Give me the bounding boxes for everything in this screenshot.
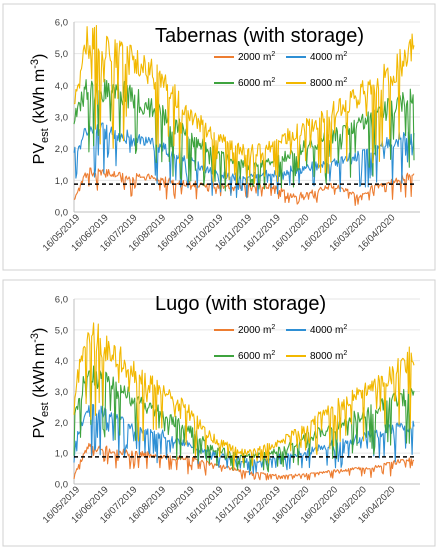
legend-label: 4000 m2 — [310, 51, 347, 63]
y-tick-label: 0,0 — [55, 208, 68, 219]
y-tick-label: 2,0 — [55, 418, 68, 429]
legend: 2000 m2 4000 m2 6000 m2 8000 m2 — [214, 51, 347, 89]
y-tick-label: 3,0 — [55, 387, 68, 398]
series-line-6000-m2 — [73, 365, 415, 473]
legend-label: 6000 m2 — [238, 350, 275, 362]
chart-panel-2: 0,01,02,03,04,05,06,016/05/201916/06/201… — [2, 279, 436, 547]
series-line-8000-m2 — [73, 24, 415, 185]
y-tick-label: 6,0 — [55, 295, 68, 306]
series-line-6000-m2 — [73, 78, 415, 192]
legend-label: 2000 m2 — [238, 324, 275, 336]
legend: 2000 m2 4000 m2 6000 m2 8000 m2 — [214, 324, 347, 362]
y-tick-label: 0,0 — [55, 480, 68, 491]
series-line-4000-m2 — [73, 122, 415, 199]
y-tick-label: 6,0 — [55, 18, 68, 29]
y-axis-label: PVest (kWh m-3) — [29, 54, 51, 165]
chart-panel-1: 0,01,02,03,04,05,06,016/05/201916/06/201… — [2, 3, 436, 271]
y-tick-label: 1,0 — [55, 176, 68, 187]
series-line-8000-m2 — [73, 322, 415, 469]
y-axis-label: PVest (kWh m-3) — [29, 328, 51, 439]
legend-label: 6000 m2 — [238, 77, 275, 89]
legend-label: 2000 m2 — [238, 51, 275, 63]
chart-title: Tabernas (with storage) — [155, 25, 364, 47]
y-tick-label: 3,0 — [55, 113, 68, 124]
y-tick-label: 2,0 — [55, 144, 68, 155]
y-tick-label: 4,0 — [55, 356, 68, 367]
legend-label: 4000 m2 — [310, 324, 347, 336]
series-line-2000-m2 — [73, 442, 415, 481]
y-tick-label: 1,0 — [55, 449, 68, 460]
legend-label: 8000 m2 — [310, 77, 347, 89]
legend-label: 8000 m2 — [310, 350, 347, 362]
y-tick-label: 5,0 — [55, 49, 68, 60]
y-tick-label: 5,0 — [55, 325, 68, 336]
y-tick-label: 4,0 — [55, 81, 68, 92]
chart-title: Lugo (with storage) — [155, 293, 326, 315]
